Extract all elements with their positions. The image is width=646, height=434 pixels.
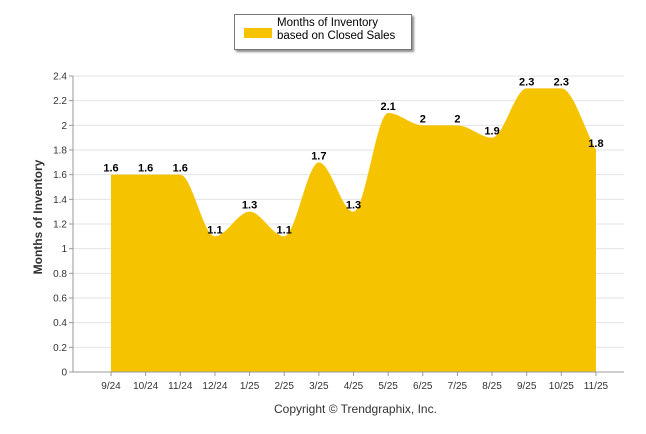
data-label: 1.3 [242,200,257,212]
x-tick-label: 4/25 [344,381,364,392]
x-tick-label: 10/25 [549,381,574,392]
area-fill [111,88,596,372]
x-tick-label: 11/24 [168,381,193,392]
y-tick-label: 1 [61,244,67,255]
area-series [111,88,596,372]
data-label: 1.6 [138,163,153,175]
y-tick-label: 1.2 [53,220,67,231]
y-tick-label: 0.8 [53,269,67,280]
data-label: 1.1 [277,224,292,236]
x-tick-label: 8/25 [482,381,502,392]
data-labels: 1.6 1.6 1.6 1.1 1.3 1.1 1.7 1.3 2.1 2 2 1.9 2.3 2.3 1.… [103,76,603,236]
data-label: 2.3 [519,76,534,88]
x-tick-label: 3/25 [309,381,329,392]
x-tick-label: 5/25 [378,381,398,392]
y-tick-label: 1.4 [53,195,67,206]
y-tick-label: 0 [61,368,67,379]
data-label: 1.8 [588,138,603,150]
x-tick-label: 1/25 [240,381,260,392]
x-tick-label: 7/25 [448,381,468,392]
data-label: 1.6 [173,163,188,175]
x-tick-label: 10/24 [133,381,158,392]
y-tick-label: 0.6 [53,294,67,305]
y-tick-label: 0.2 [53,343,67,354]
y-tick-label: 1.8 [53,146,67,157]
legend-label: Months of Inventory based on Closed Sale… [277,17,396,42]
y-tick-label: 2 [61,121,67,132]
x-tick-label: 9/25 [517,381,537,392]
data-label: 2 [420,113,426,125]
y-tick-label: 2.4 [53,72,67,83]
y-tick-label: 2.2 [53,96,67,107]
copyright-text: Copyright © Trendgraphix, Inc. [274,402,437,416]
data-label: 2.1 [380,101,395,113]
x-tick-label: 12/24 [202,381,227,392]
axes: 0 0.2 0.4 0.6 0.8 1 1.2 1.4 1.6 1.8 2 2.2 2.4 9/24 10/… [53,72,624,392]
data-label: 1.1 [207,224,222,236]
x-tick-label: 9/24 [101,381,121,392]
data-label: 1.3 [346,200,361,212]
legend: Months of Inventory based on Closed Sale… [234,14,412,50]
x-tick-label: 11/25 [584,381,609,392]
data-label: 1.7 [311,150,326,162]
y-tick-label: 1.6 [53,170,67,181]
data-label: 1.6 [103,163,118,175]
y-axis-title: Months of Inventory [31,159,45,275]
x-tick-label: 2/25 [274,381,294,392]
data-label: 1.9 [484,126,499,138]
legend-swatch [244,28,272,38]
x-tick-label: 6/25 [413,381,433,392]
y-tick-label: 0.4 [53,318,67,329]
data-label: 2 [454,113,460,125]
data-label: 2.3 [554,76,569,88]
